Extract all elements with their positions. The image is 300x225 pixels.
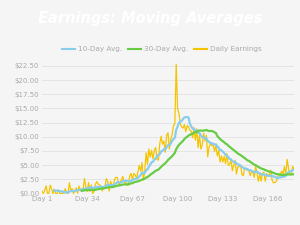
Text: Earnings: Moving Averages: Earnings: Moving Averages	[38, 11, 262, 26]
Legend: 10-Day Avg., 30-Day Avg., Daily Earnings: 10-Day Avg., 30-Day Avg., Daily Earnings	[59, 43, 265, 55]
